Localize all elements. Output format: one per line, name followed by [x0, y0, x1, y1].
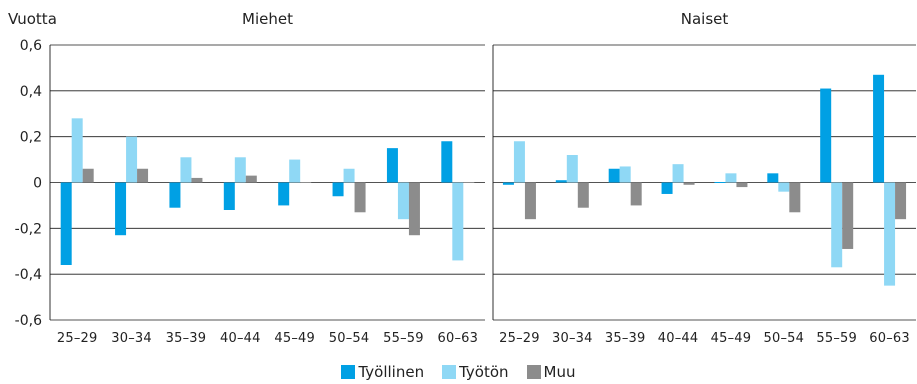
bar: [463, 182, 475, 183]
panel-title: Naiset: [681, 10, 729, 28]
x-tick-label: 25–29: [499, 331, 540, 346]
legend-label: Työllinen: [358, 363, 425, 381]
y-tick-label: 0,4: [20, 84, 42, 100]
bar: [343, 168, 355, 183]
bar: [502, 182, 514, 185]
bar: [289, 159, 301, 183]
bar: [736, 182, 748, 188]
bar: [884, 182, 896, 286]
bar: [831, 182, 843, 268]
x-tick-label: 60–63: [438, 331, 479, 346]
bar: [169, 182, 181, 208]
y-tick-label: 0,2: [20, 130, 42, 146]
x-tick-label: 30–34: [552, 331, 593, 346]
bar: [661, 182, 673, 194]
bar: [725, 173, 737, 183]
bar: [408, 182, 420, 236]
x-tick-label: 55–59: [383, 331, 424, 346]
bar: [767, 173, 779, 183]
bar: [630, 182, 642, 206]
bar: [683, 182, 695, 185]
x-tick-label: 50–54: [329, 331, 370, 346]
x-tick-label: 45–49: [274, 331, 315, 346]
x-tick-label: 45–49: [711, 331, 752, 346]
x-tick-label: 50–54: [764, 331, 805, 346]
y-tick-label: -0,6: [15, 313, 42, 329]
bar: [126, 136, 138, 183]
x-tick-label: 35–39: [605, 331, 646, 346]
bar: [386, 148, 398, 183]
bar: [115, 182, 127, 236]
bar: [397, 182, 409, 220]
legend-swatch: [526, 365, 541, 379]
bar: [332, 182, 344, 197]
bar: [245, 175, 257, 183]
bar: [82, 168, 94, 183]
y-tick-label: -0,2: [15, 221, 42, 237]
bar: [895, 182, 907, 220]
bar: [619, 166, 631, 183]
bar: [234, 157, 246, 183]
bar: [278, 182, 290, 206]
legend-label: Työtön: [459, 363, 509, 381]
legend-swatch: [442, 365, 457, 379]
bar: [873, 74, 885, 183]
legend-item: Työllinen: [341, 363, 424, 381]
y-tick-label: -0,4: [15, 267, 42, 283]
bar: [608, 168, 620, 183]
panel-0: Miehet 25–29 30–34 35–39 40–44 45–49 50–54 55–5…: [49, 10, 485, 346]
bar: [789, 182, 801, 213]
bar: [137, 168, 149, 183]
x-tick-label: 25–29: [57, 331, 98, 346]
x-tick-label: 35–39: [166, 331, 207, 346]
legend: Työllinen Työtön Muu: [0, 360, 917, 384]
bar: [714, 182, 726, 183]
panel-1: Naiset 25–29 30–34 35–39 40–44 45–49 50–54 55–5…: [492, 10, 916, 346]
bar: [180, 157, 192, 183]
panel-title: Miehet: [242, 10, 293, 28]
y-tick-label: 0: [33, 176, 42, 192]
bar: [354, 182, 366, 213]
x-tick-label: 55–59: [816, 331, 857, 346]
bar: [513, 141, 525, 183]
bar: [672, 164, 684, 183]
bar: [524, 182, 536, 220]
bar: [555, 180, 567, 183]
bar: [566, 155, 578, 183]
panels: Miehet 25–29 30–34 35–39 40–44 45–49 50–54 55–5…: [49, 10, 916, 346]
legend-label: Muu: [543, 363, 576, 381]
legend-item: Työtön: [442, 363, 509, 381]
bar: [223, 182, 235, 210]
bar: [778, 182, 790, 192]
x-tick-label: 40–44: [220, 331, 261, 346]
bar: [842, 182, 854, 249]
y-ticks: 0,6 0,4 0,2 0 -0,2 -0,4 -0,6: [15, 38, 42, 329]
x-tick-label: 40–44: [658, 331, 699, 346]
bar: [71, 118, 83, 183]
bar: [577, 182, 589, 208]
bar: [300, 182, 312, 183]
y-tick-label: 0,6: [20, 38, 42, 54]
legend-swatch: [341, 365, 356, 379]
bar: [441, 141, 453, 183]
bar: [191, 177, 203, 183]
chart: Vuotta Miehet 25–29 30–34 35–39 40–44 45–49 50…: [8, 10, 916, 346]
bar: [452, 182, 464, 261]
legend-item: Muu: [526, 363, 576, 381]
bar: [60, 182, 72, 265]
x-tick-label: 30–34: [111, 331, 152, 346]
x-tick-label: 60–63: [869, 331, 910, 346]
bar: [820, 88, 832, 183]
y-axis-label: Vuotta: [8, 10, 57, 28]
